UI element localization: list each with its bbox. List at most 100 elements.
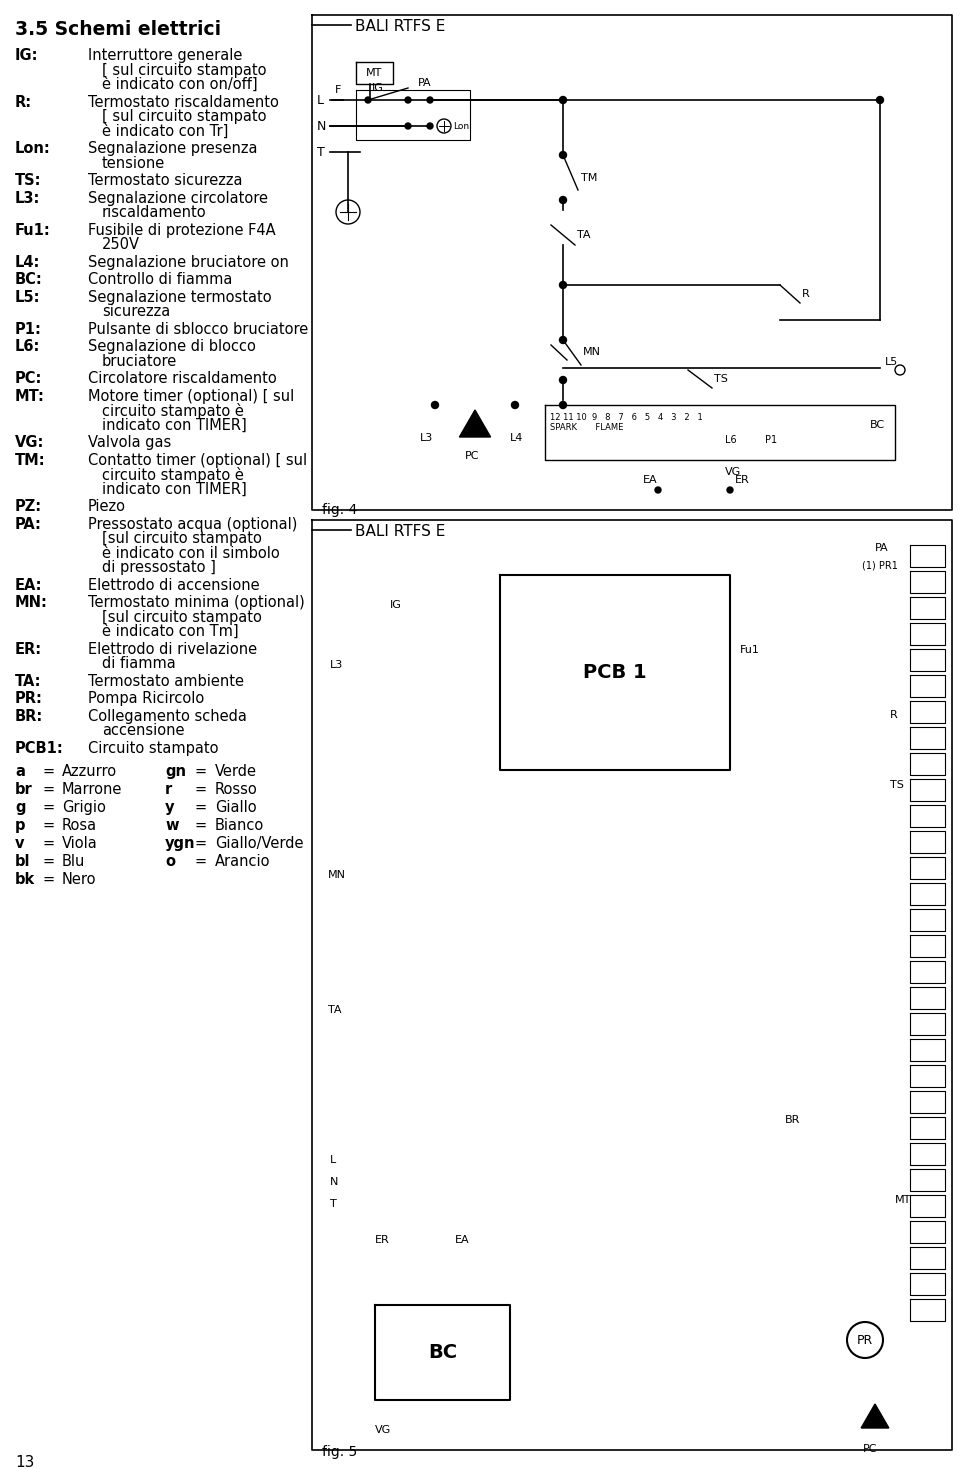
Text: PA: PA bbox=[418, 78, 432, 88]
Text: =: = bbox=[42, 818, 54, 833]
Text: EA:: EA: bbox=[15, 577, 42, 592]
Text: Nero: Nero bbox=[62, 873, 97, 887]
Text: circuito stampato è: circuito stampato è bbox=[102, 467, 244, 483]
Text: T: T bbox=[317, 145, 324, 159]
Text: v: v bbox=[15, 836, 25, 851]
Text: [ sul circuito stampato: [ sul circuito stampato bbox=[102, 63, 267, 78]
Text: p: p bbox=[15, 818, 26, 833]
Text: Segnalazione bruciatore on: Segnalazione bruciatore on bbox=[88, 254, 289, 269]
Text: L5: L5 bbox=[885, 357, 899, 367]
Text: MT: MT bbox=[367, 68, 383, 78]
Text: Termostato riscaldamento: Termostato riscaldamento bbox=[88, 94, 278, 110]
Text: L3: L3 bbox=[330, 660, 344, 670]
Text: (1) PR1: (1) PR1 bbox=[862, 560, 898, 570]
Polygon shape bbox=[861, 1404, 889, 1428]
Text: sicurezza: sicurezza bbox=[102, 304, 170, 319]
Text: Controllo di fiamma: Controllo di fiamma bbox=[88, 272, 232, 286]
Text: PCB 1: PCB 1 bbox=[583, 663, 647, 682]
Text: Collegamento scheda: Collegamento scheda bbox=[88, 708, 247, 724]
Text: PC: PC bbox=[465, 451, 479, 461]
Text: BC: BC bbox=[870, 420, 885, 429]
Text: Pompa Ricircolo: Pompa Ricircolo bbox=[88, 690, 204, 707]
Text: PR: PR bbox=[857, 1334, 874, 1347]
Text: Elettrodo di accensione: Elettrodo di accensione bbox=[88, 577, 259, 592]
Text: =: = bbox=[195, 853, 207, 870]
Text: P1:: P1: bbox=[15, 322, 42, 336]
Circle shape bbox=[560, 376, 566, 383]
Text: indicato con TIMER]: indicato con TIMER] bbox=[102, 482, 247, 497]
Circle shape bbox=[560, 336, 566, 344]
Text: IG: IG bbox=[390, 599, 402, 610]
Text: IG: IG bbox=[372, 84, 384, 93]
Text: 3.5 Schemi elettrici: 3.5 Schemi elettrici bbox=[15, 21, 221, 40]
Text: bruciatore: bruciatore bbox=[102, 354, 178, 369]
Text: ER:: ER: bbox=[15, 642, 42, 657]
Text: Termostato sicurezza: Termostato sicurezza bbox=[88, 173, 243, 188]
Text: Arancio: Arancio bbox=[215, 853, 271, 870]
Text: =: = bbox=[195, 782, 207, 798]
Text: Fu1:: Fu1: bbox=[15, 222, 51, 238]
Text: PCB1:: PCB1: bbox=[15, 740, 63, 755]
Circle shape bbox=[560, 401, 566, 408]
Text: R: R bbox=[890, 710, 898, 720]
Text: Fu1: Fu1 bbox=[740, 645, 760, 655]
Text: L5:: L5: bbox=[15, 289, 40, 304]
Text: ER: ER bbox=[375, 1235, 390, 1246]
Text: [sul circuito stampato: [sul circuito stampato bbox=[102, 610, 262, 624]
Text: =: = bbox=[42, 853, 54, 870]
Text: Marrone: Marrone bbox=[62, 782, 122, 798]
Text: L4:: L4: bbox=[15, 254, 40, 269]
Text: Rosa: Rosa bbox=[62, 818, 97, 833]
Text: VG:: VG: bbox=[15, 435, 44, 450]
Text: Giallo: Giallo bbox=[215, 801, 256, 815]
Text: PR:: PR: bbox=[15, 690, 43, 707]
Text: PC:: PC: bbox=[15, 372, 42, 386]
Text: =: = bbox=[42, 782, 54, 798]
Text: MT:: MT: bbox=[15, 388, 45, 404]
Text: PC: PC bbox=[863, 1444, 877, 1454]
Circle shape bbox=[560, 197, 566, 204]
Text: L6: L6 bbox=[725, 435, 736, 445]
Text: L3:: L3: bbox=[15, 191, 40, 206]
Text: =: = bbox=[195, 818, 207, 833]
Text: =: = bbox=[42, 801, 54, 815]
Circle shape bbox=[560, 97, 566, 103]
Text: BALI RTFS E: BALI RTFS E bbox=[355, 19, 445, 34]
Text: BALI RTFS E: BALI RTFS E bbox=[355, 524, 445, 539]
Text: SPARK       FLAME: SPARK FLAME bbox=[550, 423, 623, 432]
Text: L: L bbox=[330, 1155, 336, 1165]
Circle shape bbox=[431, 401, 439, 408]
Text: accensione: accensione bbox=[102, 723, 184, 737]
Text: bl: bl bbox=[15, 853, 31, 870]
Text: T: T bbox=[330, 1199, 337, 1209]
Circle shape bbox=[560, 282, 566, 288]
Text: è indicato con Tr]: è indicato con Tr] bbox=[102, 123, 228, 138]
Text: ygn: ygn bbox=[165, 836, 196, 851]
Text: BC:: BC: bbox=[15, 272, 43, 286]
Circle shape bbox=[512, 401, 518, 408]
Text: Circuito stampato: Circuito stampato bbox=[88, 740, 219, 755]
Text: PA:: PA: bbox=[15, 517, 42, 532]
Text: F: F bbox=[335, 85, 341, 95]
Text: Grigio: Grigio bbox=[62, 801, 106, 815]
Text: L: L bbox=[317, 94, 324, 106]
Text: circuito stampato è: circuito stampato è bbox=[102, 403, 244, 419]
Text: Pulsante di sblocco bruciatore: Pulsante di sblocco bruciatore bbox=[88, 322, 308, 336]
Text: TA: TA bbox=[577, 231, 590, 239]
Text: =: = bbox=[195, 801, 207, 815]
Text: Motore timer (optional) [ sul: Motore timer (optional) [ sul bbox=[88, 388, 295, 404]
Text: Lon:: Lon: bbox=[15, 141, 51, 156]
Text: 13: 13 bbox=[15, 1454, 35, 1469]
Text: EA: EA bbox=[455, 1235, 469, 1246]
Text: R: R bbox=[802, 289, 809, 300]
Text: Termostato minima (optional): Termostato minima (optional) bbox=[88, 595, 304, 610]
Text: Rosso: Rosso bbox=[215, 782, 257, 798]
Text: TM: TM bbox=[581, 172, 597, 182]
Text: BC: BC bbox=[428, 1343, 457, 1362]
Text: indicato con TIMER]: indicato con TIMER] bbox=[102, 417, 247, 432]
Text: N: N bbox=[330, 1177, 338, 1187]
Text: Verde: Verde bbox=[215, 764, 257, 779]
Text: P1: P1 bbox=[765, 435, 778, 445]
Text: L3: L3 bbox=[420, 433, 433, 444]
Text: br: br bbox=[15, 782, 33, 798]
